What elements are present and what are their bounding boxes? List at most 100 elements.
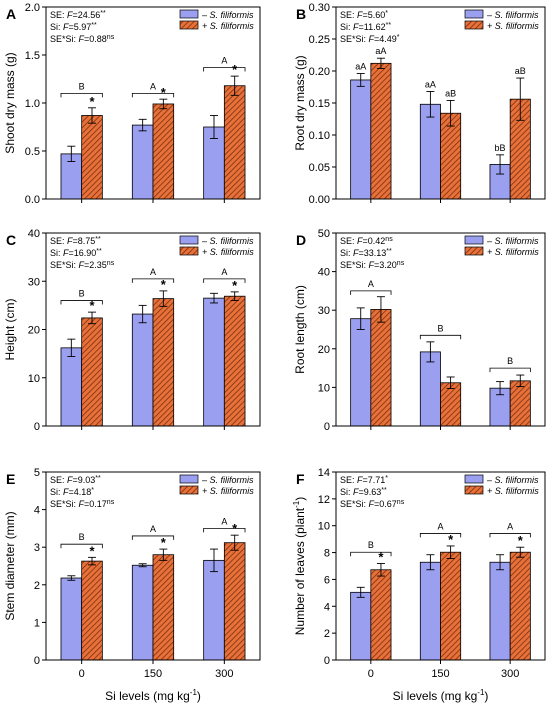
bar-control: [419, 103, 441, 200]
significance-star: *: [518, 533, 524, 548]
group-bracket: [131, 278, 175, 283]
y-axis-title: Root length (cm): [293, 285, 307, 374]
y-tick-label: 4: [34, 505, 40, 517]
bar-control: [131, 564, 154, 661]
panel-b: B 0.00 0.05 0.10 0.15 0.20 0.25 0.30 Root dry ma…: [293, 2, 546, 206]
significance-letter: aB: [445, 88, 456, 98]
y-tick-label: 30: [318, 305, 330, 317]
stat-line: SE: F=9.03**: [50, 475, 101, 485]
bar-control: [131, 313, 154, 427]
significance-letter: aA: [375, 46, 386, 56]
significance-star: *: [232, 278, 238, 293]
stat-line: Si: F=9.63**: [340, 487, 387, 497]
stat-line: SE*Si: F=0.88ns: [50, 34, 115, 44]
y-tick-label: 0: [324, 655, 330, 667]
group-letter: B: [507, 356, 513, 366]
significance-star: *: [448, 532, 454, 547]
group-letter: A: [150, 81, 156, 91]
y-tick-label: 50: [318, 228, 330, 240]
group-bracket: [419, 334, 462, 340]
stat-line: SE*Si: F=0.17ns: [50, 499, 115, 509]
group-letter: A: [221, 55, 227, 65]
legend-label: + S. filiformis: [202, 247, 254, 257]
y-tick-label: 30: [28, 276, 40, 288]
legend-swatch-treated: [179, 20, 199, 30]
y-tick-label: 0: [34, 421, 40, 433]
y-tick-label: 12: [318, 494, 330, 506]
bar-treated: [223, 85, 246, 200]
bar-treated: [440, 551, 462, 661]
significance-letter: aB: [515, 66, 526, 76]
legend-swatch-control: [464, 474, 484, 484]
stat-line: SE*Si: F=2.35ns: [50, 260, 115, 270]
y-tick-label: 20: [28, 325, 40, 337]
legend-label: – S. filiformis: [201, 475, 254, 485]
group-bracket: [131, 93, 175, 98]
bar-treated: [81, 317, 103, 427]
legend-label: + S. filiformis: [487, 247, 539, 257]
legend-swatch-treated: [179, 246, 199, 256]
panel-a: A 0.0 0.5 1.0 1.5 2.0 Shoot dry mass (g) * * * B A A…: [3, 2, 261, 206]
y-axis-title: Height (cm): [3, 298, 17, 360]
bar-control: [419, 351, 441, 427]
x-tick-label: 0: [368, 668, 374, 680]
y-tick-label: 14: [318, 467, 330, 479]
bar-control: [350, 318, 372, 427]
bar-treated: [440, 382, 462, 427]
y-tick-label: 10: [318, 521, 330, 533]
group-bracket: [60, 543, 103, 549]
legend-label: – S. filiformis: [486, 236, 539, 246]
plot-frame: [335, 471, 546, 661]
y-tick-label: 0.20: [309, 66, 330, 78]
bar-treated: [370, 309, 392, 427]
y-tick-label: 5: [34, 467, 40, 479]
legend-label: – S. filiformis: [486, 10, 539, 20]
stat-line: SE*Si: F=3.20ns: [340, 260, 405, 270]
legend-swatch-treated: [464, 20, 484, 30]
y-axis-title: Root dry mass (g): [293, 55, 307, 150]
group-letter: B: [79, 81, 85, 91]
y-tick-label: 0.25: [309, 34, 330, 46]
group-bracket: [203, 528, 246, 533]
legend-label: + S. filiformis: [202, 21, 254, 31]
bar-treated: [370, 62, 392, 200]
y-tick-label: 40: [318, 267, 330, 279]
bar-control: [489, 561, 511, 661]
bar-control: [60, 577, 83, 661]
panel-letter: A: [6, 6, 16, 22]
y-tick-label: 0.0: [25, 194, 40, 206]
bar-treated: [81, 115, 103, 200]
y-tick-label: 2.0: [25, 2, 40, 14]
legend-label: + S. filiformis: [487, 486, 539, 496]
y-tick-label: 3: [34, 542, 40, 554]
stat-line: Si: F=11.62**: [340, 22, 391, 32]
stat-line: Si: F=16.90**: [50, 248, 102, 258]
stat-line: Si: F=4.18*: [50, 487, 94, 497]
legend-label: – S. filiformis: [201, 236, 254, 246]
bar-treated: [152, 103, 175, 200]
legend-swatch-treated: [179, 485, 199, 495]
y-tick-label: 0.15: [309, 98, 330, 110]
panel-letter: E: [6, 471, 15, 487]
significance-star: *: [89, 298, 95, 313]
stat-line: SE: F=24.56**: [50, 10, 106, 20]
bar-treated: [509, 380, 531, 427]
bar-treated: [152, 554, 175, 661]
plot-frame: [45, 471, 261, 661]
group-letter: B: [79, 532, 85, 542]
stat-line: SE: F=7.71*: [340, 475, 388, 485]
y-tick-label: 10: [28, 373, 40, 385]
y-tick-label: 0.10: [309, 130, 330, 142]
y-tick-label: 0.5: [25, 146, 40, 158]
panel-d: D 0 10 20 30 40 50 Root length (cm) A B B SE: F=0.4…: [293, 228, 546, 433]
panel-letter: B: [296, 6, 306, 22]
x-axis-title: Si levels (mg kg-1): [393, 688, 489, 703]
stat-line: SE: F=5.60*: [340, 10, 388, 20]
x-axis-title: Si levels (mg kg-1): [105, 688, 201, 703]
panel-letter: D: [296, 232, 306, 248]
group-letter: A: [507, 521, 513, 531]
legend-label: – S. filiformis: [486, 475, 539, 485]
stat-line: SE*Si: F=0.67ns: [340, 499, 405, 509]
